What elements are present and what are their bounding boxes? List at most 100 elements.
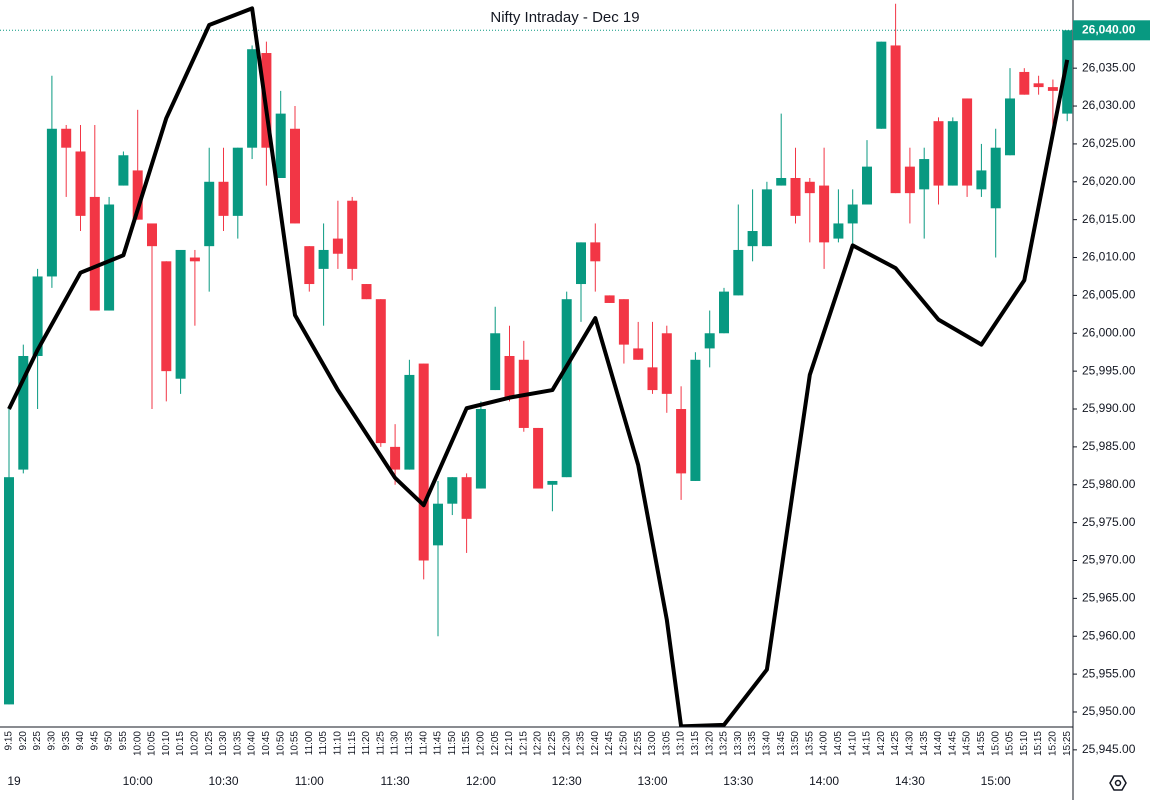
x-tick-label: 9:40 [75,731,86,751]
candle-body [75,151,86,216]
x-tick-label: 12:40 [590,731,601,756]
x-tick-label: 13:10 [676,731,687,756]
candle-body [790,177,801,216]
x-tick-label: 13:20 [704,731,715,756]
candle-body [819,185,830,243]
candle-body [890,45,901,194]
candle-body [847,204,858,224]
candle-body [804,181,815,194]
x-tick-label: 12:50 [619,731,630,756]
candle-body [404,374,415,470]
x-tick-label: 9:55 [118,731,129,751]
x-tick-label: 15:05 [1005,731,1016,756]
x-tick-label: 10:05 [147,731,158,756]
candle-body [776,177,787,186]
x-tick-label: 13:45 [776,731,787,756]
candle-body [1062,30,1073,114]
x-tick-label: 13:35 [747,731,758,756]
candle-body [318,249,329,269]
x-tick-label: 11:00 [304,731,315,756]
y-tick-label: 26,005.00 [1082,288,1136,302]
candle-body [576,242,586,285]
x-tick-label: 11:40 [418,731,429,756]
y-tick-label: 25,970.00 [1082,553,1136,567]
x-tick-label: 11:25 [375,731,386,756]
candle-body [118,155,129,186]
y-tick-label: 26,015.00 [1082,212,1136,226]
time-label: 10:00 [123,774,153,788]
x-tick-label: 11:55 [461,731,472,756]
candle-body [533,427,544,489]
candle-body [1033,83,1044,88]
x-tick-label: 12:10 [504,731,515,756]
candle-body [647,367,658,391]
x-tick-label: 11:05 [318,731,329,756]
y-tick-label: 26,030.00 [1082,98,1136,112]
candle-body [747,231,758,247]
last-price-box [1073,20,1150,41]
x-tick-label: 10:25 [204,731,215,756]
time-label: 13:30 [723,774,753,788]
candle-body [561,299,572,478]
candle-body [990,147,1001,209]
x-tick-label: 13:00 [647,731,658,756]
candle-body [189,257,200,262]
chart-title: Nifty Intraday - Dec 19 [490,9,639,26]
x-tick-label: 14:15 [862,731,873,756]
candle-body [175,249,186,379]
x-tick-label: 12:15 [518,731,529,756]
x-tick-label: 10:30 [218,731,229,756]
x-tick-label: 9:20 [18,731,29,751]
x-tick-label: 14:05 [833,731,844,756]
time-label: 19 [7,774,21,788]
x-tick-label: 10:35 [232,731,243,756]
x-tick-label: 10:15 [175,731,186,756]
candle-body [433,503,443,546]
x-tick-label: 12:30 [561,731,572,756]
candle-body [947,121,958,186]
y-tick-label: 25,980.00 [1082,477,1136,491]
x-tick-label: 13:25 [719,731,730,756]
x-tick-label: 13:55 [804,731,815,756]
y-tick-label: 25,995.00 [1082,363,1136,377]
candle-body [290,128,300,224]
x-tick-label: 14:25 [890,731,901,756]
candle-body [919,159,930,190]
candle-body [661,333,672,394]
x-tick-label: 12:00 [476,731,487,756]
candle-body [1019,71,1030,95]
candle-body [18,355,29,470]
y-tick-label: 25,960.00 [1082,628,1136,642]
candle-body [375,299,386,444]
candle-body [733,249,744,296]
candle-body [61,128,72,148]
time-label: 12:30 [552,774,582,788]
time-label: 10:30 [208,774,238,788]
candle-body [161,261,172,372]
x-tick-label: 12:05 [490,731,501,756]
candle-body [904,166,915,194]
y-tick-label: 26,020.00 [1082,174,1136,188]
x-tick-label: 15:25 [1062,731,1073,756]
x-tick-label: 11:50 [447,731,458,756]
candle-body [447,477,458,504]
candle-body [962,98,973,186]
candle-body [304,246,315,285]
candle-body [4,477,14,705]
x-tick-label: 12:35 [576,731,587,756]
x-tick-label: 10:00 [132,731,143,756]
x-tick-label: 10:40 [247,731,258,756]
y-tick-label: 26,000.00 [1082,325,1136,339]
candle-body [104,204,115,311]
candle-body [490,333,501,391]
x-tick-label: 13:05 [661,731,672,756]
overlay-line [7,6,1070,727]
candle-body [1047,87,1058,91]
x-tick-label: 15:15 [1033,731,1044,756]
x-tick-label: 14:50 [962,731,973,756]
time-label: 14:30 [895,774,925,788]
settings-icon[interactable] [1109,775,1127,791]
time-label: 13:00 [637,774,667,788]
plot-area [0,3,1073,727]
x-tick-label: 9:50 [104,731,115,751]
